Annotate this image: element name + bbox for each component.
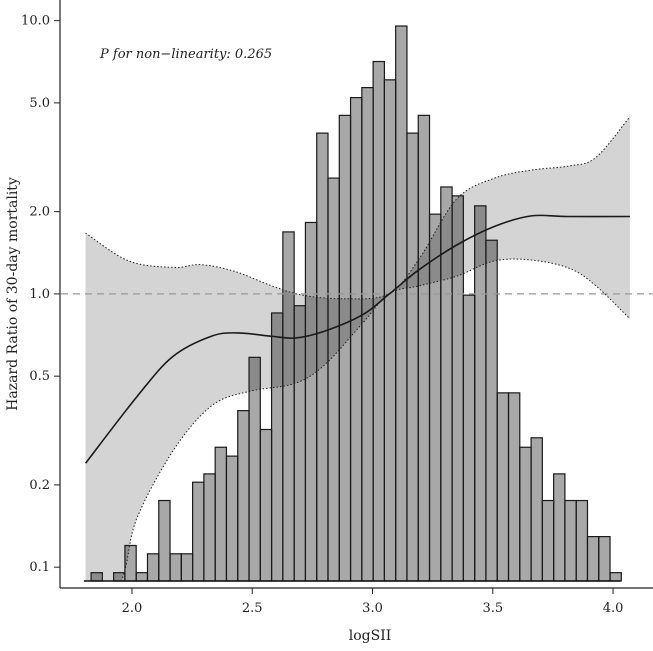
histogram-bar [90, 572, 103, 582]
histogram-bar [316, 132, 329, 582]
histogram-bar [180, 553, 194, 582]
histogram-bar [440, 186, 453, 582]
histogram-bar [146, 553, 160, 582]
histogram-bar [507, 392, 521, 582]
nonlinearity-annotation: P for non−linearity: 0.265 [99, 47, 272, 62]
confidence-band [85, 116, 630, 581]
histogram-bar [519, 446, 532, 582]
histogram-bar [586, 535, 600, 582]
x-tick-label: 3.5 [482, 601, 503, 616]
y-tick-label: 1.0 [29, 287, 50, 302]
histogram-bar [417, 114, 431, 582]
x-tick-label: 4.0 [603, 601, 624, 616]
histogram-bar [553, 473, 566, 582]
x-tick-label: 3.0 [362, 601, 383, 616]
histogram-bar [406, 132, 419, 582]
histogram-bar [349, 96, 363, 582]
histogram-bar [135, 572, 149, 582]
histogram-bar [293, 305, 307, 582]
x-axis-label: logSII [349, 628, 392, 644]
histogram-bar [598, 535, 611, 582]
histogram-bar [203, 473, 216, 582]
histogram-bar [496, 392, 510, 582]
y-tick-label: 5.0 [29, 96, 50, 111]
x-tick-label: 2.5 [242, 601, 263, 616]
histogram-bar [225, 455, 239, 582]
hazard-ratio-curve [84, 214, 630, 464]
y-tick-label: 2.0 [29, 205, 50, 220]
ci-upper-line [85, 116, 631, 300]
histogram-bar [372, 60, 385, 582]
histogram-bar [270, 312, 284, 582]
histogram-bar [361, 87, 374, 582]
histogram-bar [214, 446, 228, 582]
histogram-bar [541, 499, 555, 582]
histogram-bar [383, 79, 397, 582]
y-axis-label: Hazard Ratio of 30-day mortality [5, 177, 21, 411]
histogram-bar [485, 239, 498, 582]
histogram-bar [428, 213, 442, 582]
histogram-bar [530, 437, 543, 582]
histogram-bar [259, 428, 273, 582]
y-tick-label: 0.1 [29, 560, 50, 575]
y-tick-label: 0.2 [29, 478, 50, 493]
histogram-bar [462, 294, 476, 582]
histogram-bar [575, 499, 589, 582]
histogram-bar [474, 205, 487, 582]
histogram-bar [192, 481, 205, 582]
y-tick-label: 0.5 [29, 369, 50, 384]
histogram-bar [237, 410, 250, 582]
histogram-bar [169, 553, 182, 582]
histogram-bar [282, 231, 295, 582]
x-tick-label: 2.0 [122, 601, 143, 616]
histogram-bar [327, 177, 340, 582]
histogram-bar [158, 499, 171, 582]
histogram-bar [609, 572, 622, 582]
histogram-bar [564, 499, 577, 582]
histogram-bar [395, 25, 408, 582]
histogram-bar [451, 195, 464, 582]
histogram-bar [304, 221, 318, 582]
histogram-bar [248, 356, 261, 582]
y-tick-label: 10.0 [21, 14, 50, 29]
